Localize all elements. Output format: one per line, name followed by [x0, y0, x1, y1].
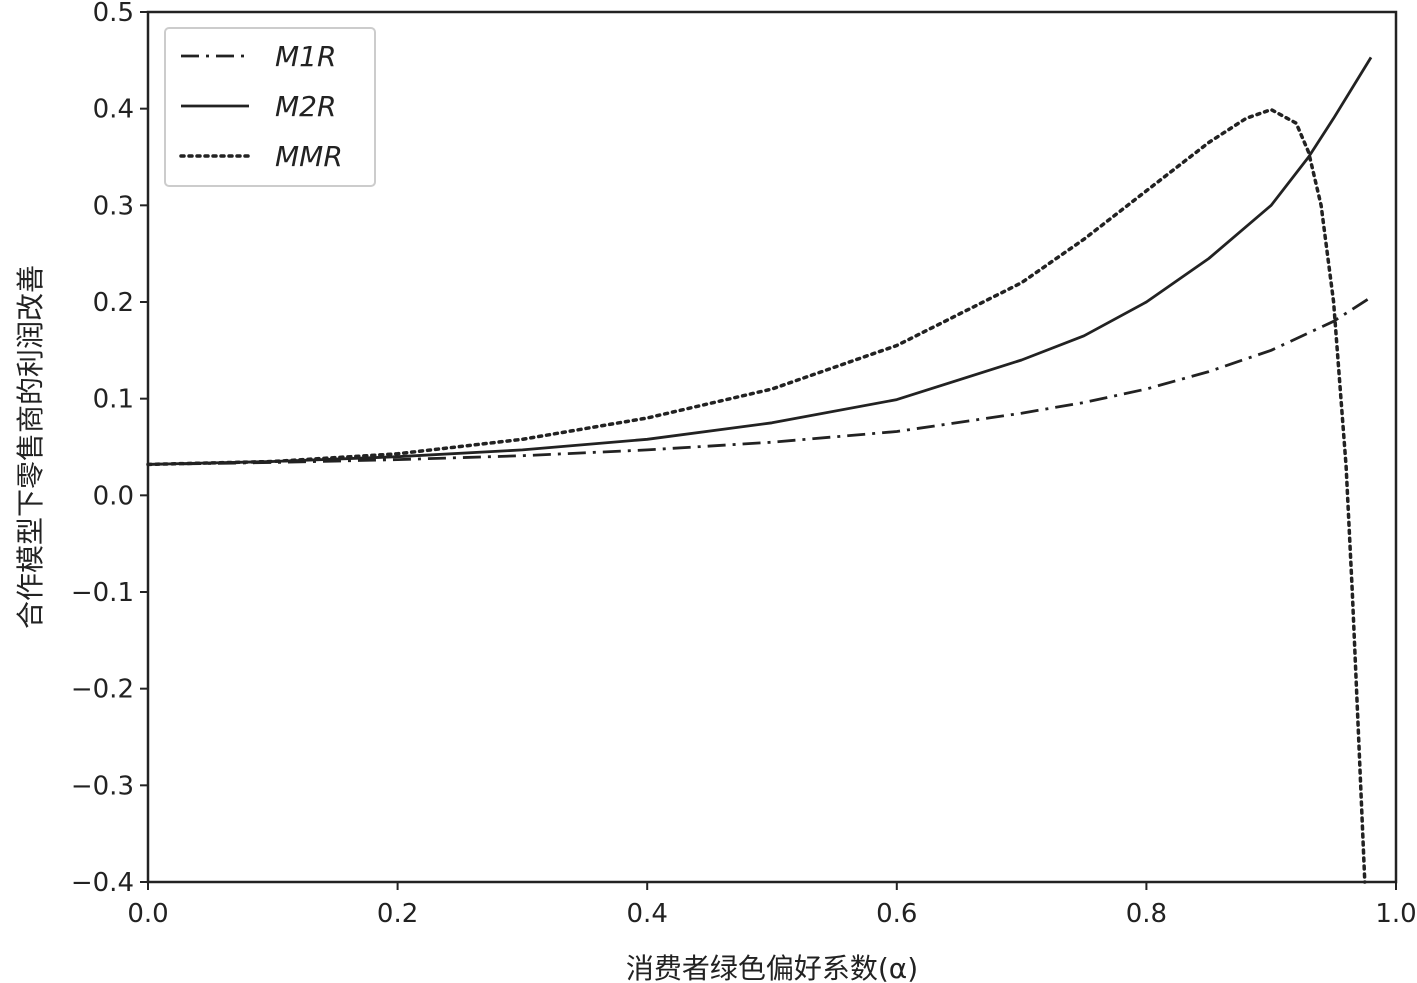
y-tick-label: 0.1	[93, 385, 134, 415]
x-tick-label: 1.0	[1375, 899, 1416, 929]
y-tick-label: −0.4	[71, 868, 134, 898]
y-tick-label: 0.0	[93, 481, 134, 511]
y-tick-label: 0.4	[93, 95, 134, 125]
series-layer	[146, 56, 1373, 884]
tick-layer: 0.0 0.2 0.4 0.6 0.8 1.0 0.5 0.4 0.3 0.2 0.1 0.0 −0.1…	[71, 0, 1417, 929]
x-axis-title: 消费者绿色偏好系数(α)	[626, 952, 918, 983]
legend-box	[164, 27, 376, 187]
x-tick-label: 0.2	[377, 899, 418, 929]
y-tick-label: −0.3	[71, 771, 134, 801]
x-tick-label: 0.0	[127, 899, 168, 929]
x-tick-label: 0.6	[876, 899, 917, 929]
y-tick-label: 0.3	[93, 191, 134, 221]
y-axis-title: 合作模型下零售商的利润改善	[14, 265, 47, 629]
y-tick-label: 0.5	[93, 0, 134, 28]
legend-entries: M1R M2R MMR	[179, 40, 343, 173]
legend-label-mmr: MMR	[275, 140, 343, 173]
series-line-m1r	[147, 296, 1372, 466]
legend-label-m1r: M1R	[275, 40, 336, 73]
x-tick-label: 0.8	[1126, 899, 1167, 929]
x-tick-label: 0.4	[627, 899, 668, 929]
series-line-mmr	[146, 107, 1367, 884]
series-line-m2r	[147, 56, 1373, 466]
legend: M1R M2R MMR	[164, 27, 376, 187]
y-tick-label: −0.1	[71, 578, 134, 608]
legend-label-m2r: M2R	[275, 90, 336, 123]
y-tick-label: −0.2	[71, 675, 134, 705]
y-tick-label: 0.2	[93, 288, 134, 318]
plot-frame	[146, 10, 1398, 884]
